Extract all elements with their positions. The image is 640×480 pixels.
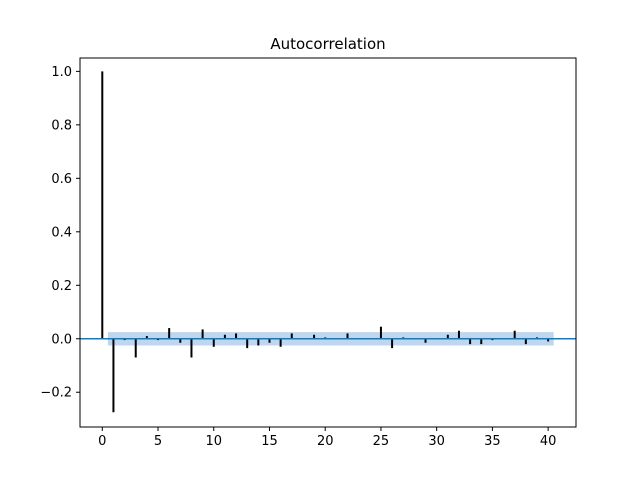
chart-title: Autocorrelation [270,35,385,53]
y-tick-label: 0.4 [51,225,72,240]
x-tick-label: 0 [98,434,106,449]
y-tick-label: 0.6 [51,172,72,187]
plot-frame [79,57,577,428]
x-tick-label: 40 [540,434,557,449]
x-tick-label: 20 [317,434,334,449]
x-tick-label: 25 [373,434,390,449]
x-tick-label: 30 [428,434,445,449]
x-axis: 0 5 10 15 20 25 30 35 40 [98,427,556,449]
x-tick-label: 15 [261,434,278,449]
x-tick-label: 35 [484,434,501,449]
y-tick-label: 0.0 [51,332,72,347]
y-tick-label: 0.2 [51,279,72,294]
y-tick-label: −0.2 [40,386,72,401]
stems-layer [101,71,550,413]
x-tick-label: 5 [154,434,162,449]
y-tick-label: 0.8 [51,118,72,133]
y-axis: −0.2 0.0 0.2 0.4 0.6 0.8 1.0 [40,65,80,401]
y-tick-label: 1.0 [51,65,72,80]
x-tick-label: 10 [205,434,222,449]
